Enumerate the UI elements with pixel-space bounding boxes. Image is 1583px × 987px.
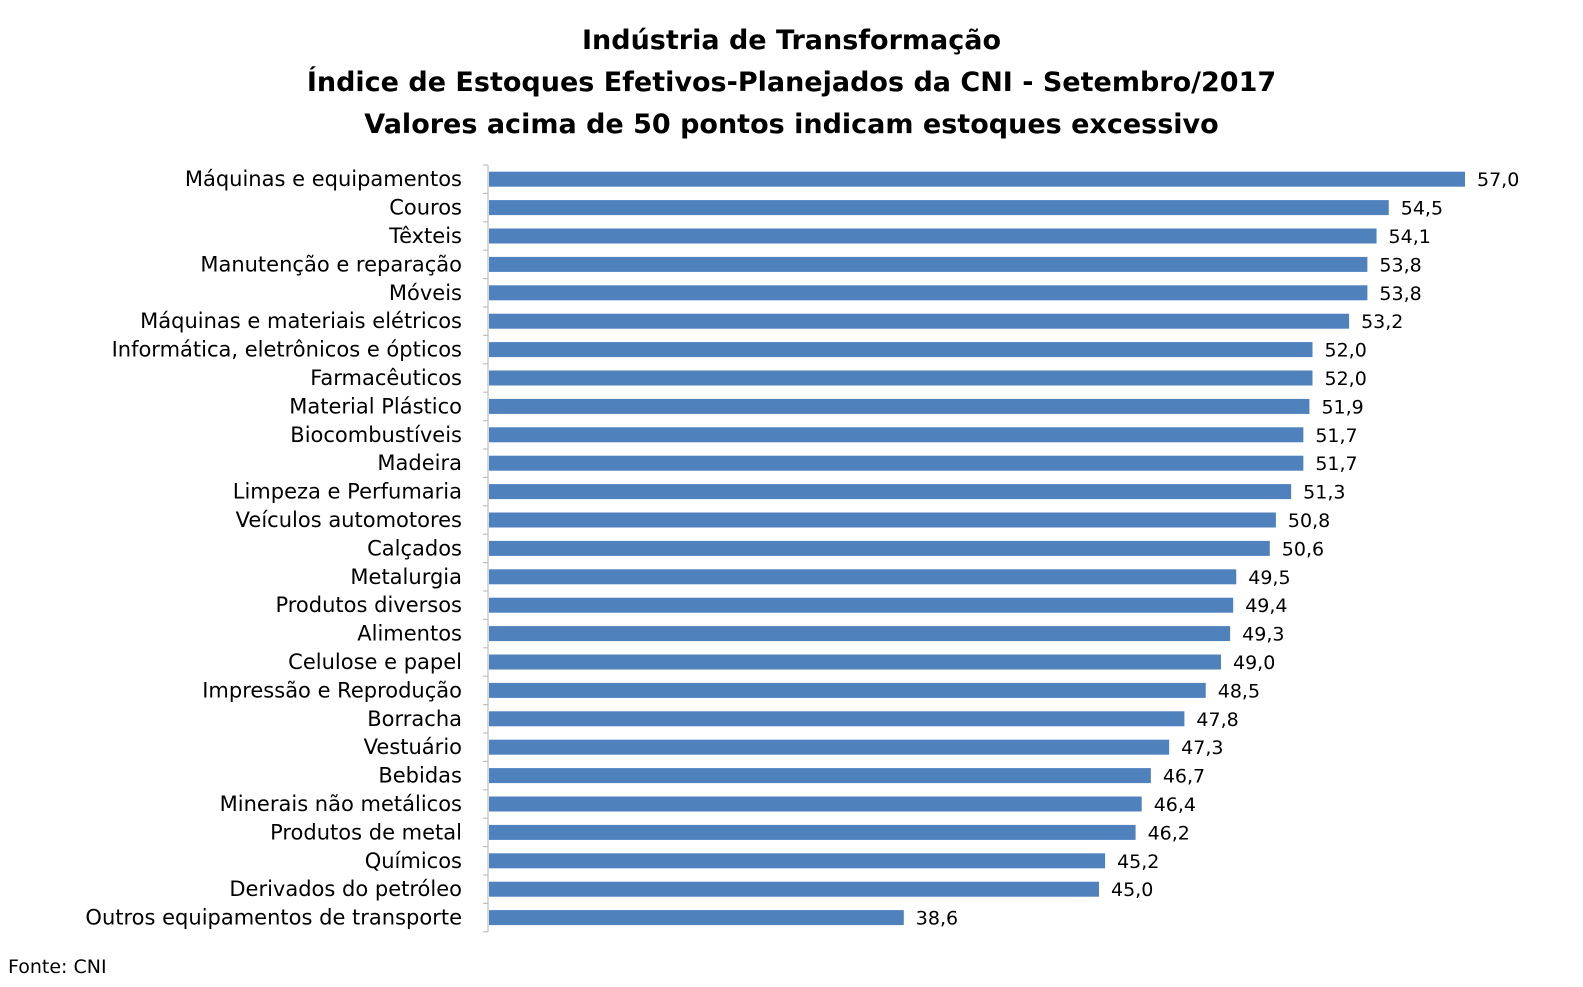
category-label: Veículos automotores	[236, 508, 462, 532]
data-label: 38,6	[916, 908, 958, 930]
data-label: 46,7	[1163, 766, 1205, 788]
bar	[489, 711, 1185, 727]
category-label: Produtos de metal	[270, 820, 462, 844]
data-label: 47,3	[1181, 737, 1223, 759]
bar	[489, 256, 1368, 272]
data-label: 45,2	[1117, 851, 1159, 873]
bar	[489, 796, 1142, 812]
data-label: 53,8	[1379, 283, 1421, 305]
category-label: Farmacêuticos	[310, 366, 462, 390]
data-label: 49,3	[1242, 624, 1284, 646]
bar	[489, 768, 1151, 784]
category-label: Outros equipamentos de transporte	[85, 906, 462, 930]
category-label: Móveis	[389, 281, 462, 305]
bar	[489, 342, 1313, 358]
data-label: 50,8	[1288, 510, 1330, 532]
bar	[489, 370, 1313, 386]
bar	[489, 285, 1368, 301]
bar	[489, 540, 1270, 556]
data-label: 51,7	[1315, 453, 1357, 475]
chart-title: Indústria de Transformação Índice de Est…	[0, 20, 1583, 146]
category-label: Limpeza e Perfumaria	[233, 480, 462, 504]
bar	[489, 569, 1237, 585]
bar	[489, 626, 1231, 642]
data-label: 50,6	[1282, 538, 1324, 560]
data-label: 51,3	[1303, 482, 1345, 504]
data-label: 52,0	[1325, 368, 1367, 390]
data-label: 49,4	[1245, 595, 1287, 617]
data-label: 51,9	[1321, 396, 1363, 418]
data-label: 53,8	[1379, 254, 1421, 276]
data-label: 49,5	[1248, 567, 1290, 589]
category-label: Bebidas	[378, 764, 462, 788]
data-label: 48,5	[1218, 680, 1260, 702]
bar	[489, 597, 1234, 613]
category-label: Alimentos	[357, 622, 462, 646]
category-label: Celulose e papel	[288, 650, 462, 674]
data-label: 46,4	[1154, 794, 1196, 816]
bar	[489, 455, 1304, 471]
data-label: 52,0	[1325, 340, 1367, 362]
category-label: Vestuário	[364, 735, 462, 759]
category-label: Têxteis	[388, 224, 462, 248]
bar	[489, 824, 1136, 840]
category-label: Metalurgia	[350, 565, 462, 589]
category-label: Impressão e Reprodução	[202, 678, 462, 702]
bar	[489, 853, 1106, 869]
data-label: 49,0	[1233, 652, 1275, 674]
category-label: Madeira	[377, 451, 462, 475]
data-label: 51,7	[1315, 425, 1357, 447]
data-label: 53,2	[1361, 311, 1403, 333]
category-label: Manutenção e reparação	[200, 252, 462, 276]
data-label: 54,1	[1389, 226, 1431, 248]
bar	[489, 200, 1389, 216]
chart-title-line-2: Índice de Estoques Efetivos-Planejados d…	[306, 67, 1277, 98]
bar	[489, 739, 1170, 755]
category-label: Informática, eletrônicos e ópticos	[112, 338, 462, 362]
bar	[489, 171, 1465, 187]
source-note: Fonte: CNI	[8, 956, 107, 978]
category-label: Máquinas e equipamentos	[185, 167, 462, 191]
bar	[489, 427, 1304, 443]
chart-title-line-1: Indústria de Transformação	[581, 25, 1002, 56]
bar	[489, 910, 904, 926]
category-label: Máquinas e materiais elétricos	[140, 309, 462, 333]
bar	[489, 313, 1350, 329]
category-label: Couros	[389, 196, 462, 220]
bar	[489, 228, 1377, 244]
category-label: Produtos diversos	[275, 593, 462, 617]
category-label: Minerais não metálicos	[220, 792, 462, 816]
data-label: 46,2	[1148, 822, 1190, 844]
bar	[489, 881, 1099, 897]
data-label: 57,0	[1477, 169, 1519, 191]
category-label: Biocombustíveis	[290, 423, 462, 447]
bar	[489, 484, 1292, 500]
category-label: Material Plástico	[289, 394, 462, 418]
category-label: Calçados	[367, 536, 462, 560]
data-label: 47,8	[1196, 709, 1238, 731]
category-label: Químicos	[365, 849, 462, 873]
bar	[489, 512, 1276, 528]
chart-title-line-3: Valores acima de 50 pontos indicam estoq…	[364, 109, 1219, 140]
category-label: Borracha	[367, 707, 462, 731]
bar	[489, 654, 1221, 670]
category-label: Derivados do petróleo	[229, 877, 462, 901]
data-label: 45,0	[1111, 879, 1153, 901]
bar	[489, 682, 1206, 698]
bar	[489, 398, 1310, 414]
data-label: 54,5	[1401, 198, 1443, 220]
